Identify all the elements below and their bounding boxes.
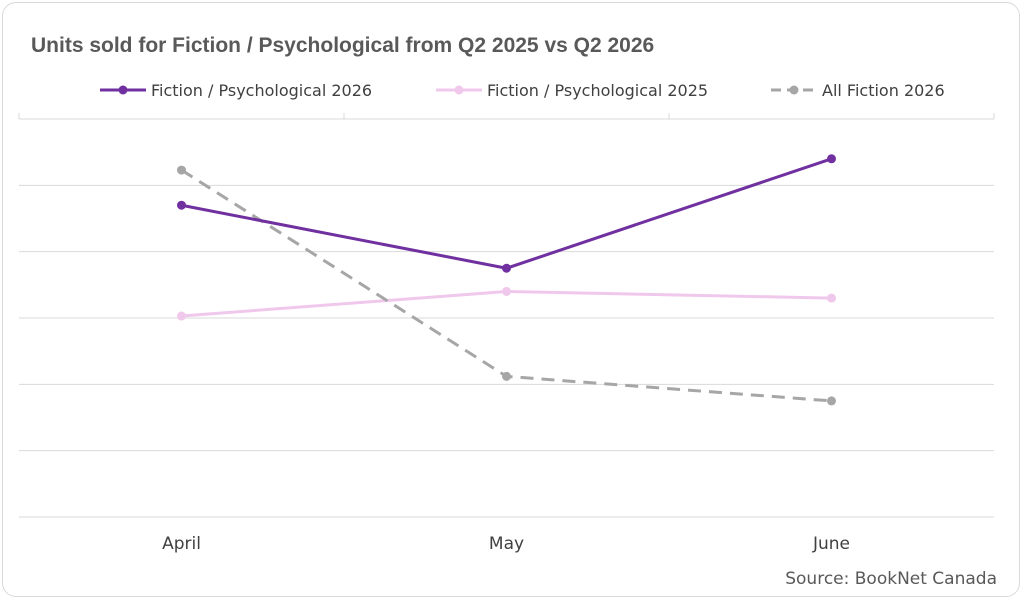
chart-source: Source: BookNet Canada <box>785 569 997 589</box>
series-line <box>180 168 832 403</box>
legend-marker <box>454 85 464 95</box>
x-axis-ticks: April May June <box>162 534 850 554</box>
data-point <box>502 371 511 381</box>
x-tick-label: June <box>812 534 850 554</box>
series-lines <box>177 154 836 406</box>
legend-marker <box>789 85 799 95</box>
legend-label: All Fiction 2026 <box>822 81 945 100</box>
data-point <box>827 154 836 164</box>
data-point <box>177 165 186 175</box>
x-tick-label: April <box>162 534 201 554</box>
gridlines <box>18 113 995 518</box>
legend: Fiction / Psychological 2026 Fiction / Ps… <box>100 81 945 100</box>
legend-label: Fiction / Psychological 2026 <box>151 81 372 100</box>
chart-title: Units sold for Fiction / Psychological f… <box>31 34 655 57</box>
data-point <box>177 311 186 321</box>
data-point <box>502 263 511 273</box>
x-tick-label: May <box>489 534 524 554</box>
data-point <box>827 396 836 406</box>
data-point <box>827 293 836 303</box>
legend-marker <box>118 85 128 95</box>
data-point <box>177 200 186 210</box>
data-point <box>502 286 511 296</box>
legend-label: Fiction / Psychological 2025 <box>487 81 708 100</box>
